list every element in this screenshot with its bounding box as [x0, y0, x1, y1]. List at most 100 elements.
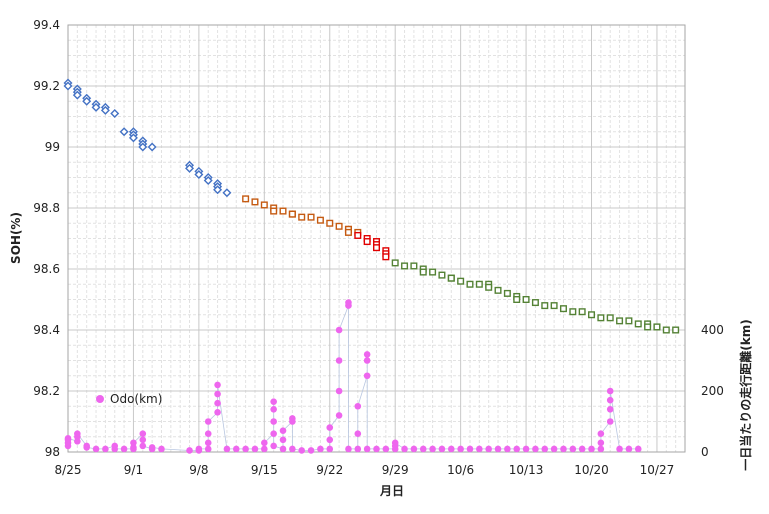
legend-label: Odo(km)	[110, 392, 162, 406]
soh-point-blue	[91, 102, 101, 112]
soh-point-orange	[279, 207, 287, 215]
odo-point	[625, 445, 633, 453]
y-tick-label: 99.4	[33, 18, 60, 32]
odo-point	[83, 444, 90, 451]
odo-point	[401, 445, 408, 453]
odo-point	[317, 445, 324, 453]
soh-point-blue	[82, 96, 92, 106]
odo-point	[363, 445, 371, 453]
odo-point	[261, 445, 268, 453]
odo-point	[204, 439, 212, 447]
odo-point	[634, 445, 642, 453]
odo-point	[447, 445, 455, 453]
soh-point-green	[606, 314, 614, 322]
odo-point	[232, 445, 240, 453]
y2-tick-label: 200	[701, 384, 724, 398]
soh-point-green	[401, 262, 409, 270]
x-tick-label: 9/22	[316, 463, 343, 477]
soh-point-orange	[288, 210, 296, 218]
odo-point	[270, 418, 277, 425]
odo-point	[391, 439, 399, 447]
odo-point	[373, 445, 380, 453]
odo-point	[120, 445, 128, 453]
soh-point-blue	[194, 169, 204, 179]
soh-point-blue	[110, 108, 120, 118]
odo-point	[242, 445, 249, 453]
odo-point	[569, 445, 577, 453]
soh-point-blue	[185, 163, 195, 173]
odo-point	[204, 418, 212, 425]
soh-point-green	[447, 274, 455, 282]
odo-point	[261, 439, 268, 447]
soh-point-green	[634, 320, 642, 328]
soh-point-green	[597, 314, 605, 322]
soh-point-green	[475, 280, 483, 288]
soh-point-orange	[335, 222, 343, 230]
odo-point	[204, 430, 212, 438]
odo-point	[214, 409, 221, 416]
y-axis-title: SOH(%)	[9, 212, 23, 264]
odo-series	[64, 299, 642, 454]
soh-point-blue	[222, 188, 232, 198]
odo-point	[363, 372, 371, 380]
soh-point-orange	[307, 213, 315, 221]
soh-point-green	[644, 323, 652, 331]
odo-point	[270, 442, 277, 450]
x-tick-label: 9/29	[382, 463, 409, 477]
odo-point	[606, 396, 614, 404]
soh-point-green	[410, 262, 418, 270]
odo-point	[606, 406, 614, 413]
odo-point	[158, 445, 165, 453]
soh-point-blue	[138, 142, 148, 152]
odo-point	[204, 445, 212, 453]
soh-point-orange	[298, 213, 306, 221]
odo-point	[335, 387, 343, 395]
y-tick-label: 98.6	[33, 262, 60, 276]
y-tick-label: 98	[45, 445, 60, 459]
x-tick-label: 10/13	[509, 463, 544, 477]
soh-point-green	[522, 296, 530, 304]
soh-point-blue	[63, 81, 73, 91]
soh-point-green	[662, 326, 670, 334]
odo-point	[354, 445, 362, 453]
odo-point	[410, 445, 418, 453]
odo-point	[223, 445, 231, 453]
odo-point	[438, 445, 446, 453]
y-tick-label: 99.2	[33, 79, 60, 93]
soh-point-green	[625, 317, 633, 325]
y-tick-label: 98.2	[33, 384, 60, 398]
soh-point-green	[391, 259, 399, 267]
odo-point	[195, 445, 203, 453]
odo-point	[326, 436, 334, 444]
soh-point-blue	[72, 90, 82, 100]
odo-point	[532, 445, 539, 453]
minor-gridlines	[68, 25, 686, 452]
soh-point-green	[429, 268, 437, 276]
soh-point-green	[513, 296, 521, 304]
odo-point	[102, 445, 109, 453]
y-tick-label: 99	[45, 140, 60, 154]
odo-point	[289, 415, 296, 422]
legend: Odo(km)	[96, 392, 162, 406]
soh-point-orange	[251, 198, 259, 206]
odo-point	[74, 430, 81, 438]
odo-point	[289, 445, 296, 453]
odo-point	[429, 445, 436, 453]
odo-point	[578, 445, 586, 453]
odo-point	[606, 418, 614, 425]
odo-point	[606, 387, 614, 395]
odo-point	[597, 430, 605, 438]
odo-point	[354, 402, 362, 410]
x-axis-tick-labels: 8/25 9/1 9/8 9/15 9/22 9/29 10/6 10/13 10/20 10/2…	[55, 463, 675, 477]
odo-point	[335, 326, 343, 334]
odo-point	[279, 445, 287, 453]
odo-point	[270, 398, 277, 405]
major-gridlines	[67, 24, 685, 453]
odo-point	[326, 445, 334, 453]
soh-point-green	[578, 308, 586, 316]
soh-point-blue	[203, 176, 213, 186]
odo-point	[148, 444, 156, 451]
odo-point	[513, 445, 521, 453]
soh-point-blue	[119, 127, 129, 137]
odo-point	[92, 445, 100, 453]
